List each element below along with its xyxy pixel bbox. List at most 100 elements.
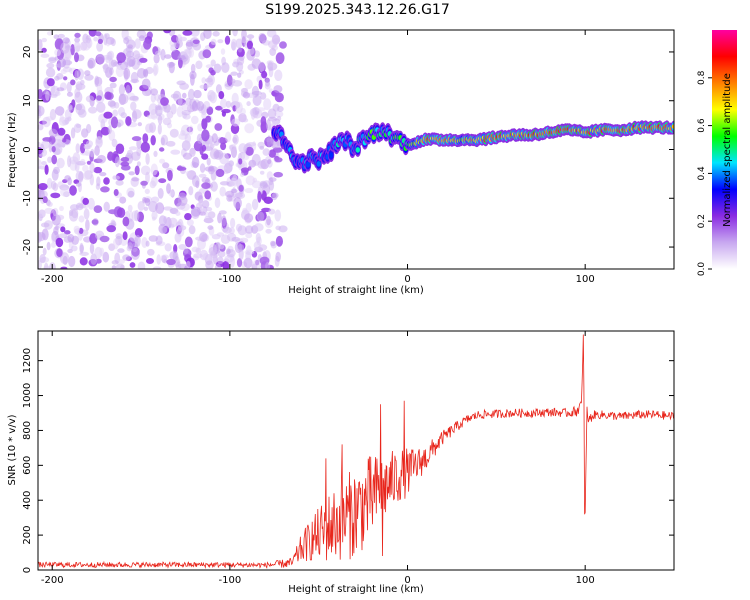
- spectrogram-noise-blob: [141, 78, 151, 90]
- spectrogram-noise-blob: [71, 245, 78, 252]
- colorbar-axes: 0.0 0.2 0.4 0.6 0.8: [697, 70, 712, 276]
- spectrogram-noise-blob: [71, 208, 79, 219]
- spectrogram-noise-blob: [219, 137, 225, 144]
- spectrogram-noise-blob: [177, 55, 187, 60]
- spectrogram-noise-blob: [203, 30, 212, 40]
- spectrogram-y-tick-label: 10: [22, 94, 33, 107]
- spectrogram-noise-blob: [162, 117, 172, 126]
- spectrogram-noise-blob: [251, 90, 262, 96]
- spectrogram-noise-blob: [157, 115, 163, 125]
- spectrogram-noise-blob: [166, 183, 171, 194]
- spectrogram-noise-blob: [80, 142, 86, 154]
- spectrogram-noise-blob: [155, 105, 163, 117]
- spectrogram-noise-blob: [257, 190, 262, 203]
- spectrogram-noise-blob: [151, 196, 160, 203]
- spectrogram-noise-blob: [143, 206, 149, 211]
- spectrogram-noise-blob: [210, 59, 216, 67]
- spectrogram-noise-blob: [116, 207, 126, 218]
- spectrogram-noise-blob: [150, 88, 159, 96]
- spectrogram-noise-blob: [228, 227, 235, 235]
- spectrogram-noise-blob: [69, 185, 77, 196]
- spectrogram-noise-blob: [220, 98, 227, 109]
- spectrogram-noise-blob: [143, 39, 152, 50]
- spectrogram-noise-blob: [169, 251, 178, 260]
- spectrogram-noise-blob: [215, 168, 225, 178]
- spectrogram-noise-blob: [235, 101, 243, 114]
- spectrogram-noise-blob: [214, 263, 222, 269]
- spectrogram-noise-blob: [189, 147, 196, 157]
- spectrogram-noise-blob: [38, 105, 45, 117]
- spectrogram-ridge-core: [328, 152, 334, 158]
- figure-title: S199.2025.343.12.26.G17: [265, 2, 450, 18]
- spectrogram-noise-blob: [246, 40, 253, 50]
- spectrogram-noise-blob: [55, 106, 65, 116]
- spectrogram-noise-blob: [184, 213, 192, 221]
- spectrogram-x-tick-label: 100: [576, 274, 595, 285]
- spectrogram-noise-blob: [187, 88, 195, 101]
- spectrogram-noise-blob: [161, 226, 168, 234]
- snr-x-tick-label: 0: [404, 575, 410, 586]
- spectrogram-noise-blob: [275, 235, 283, 247]
- spectrogram-noise-blob: [173, 244, 178, 254]
- spectrogram-noise-blob: [127, 190, 135, 198]
- spectrogram-noise-blob: [201, 111, 207, 120]
- spectrogram-noise-blob: [53, 34, 60, 39]
- spectrogram-noise-blob: [178, 244, 187, 250]
- spectrogram-noise-blob: [50, 180, 57, 190]
- spectrogram-noise-blob: [261, 70, 268, 79]
- spectrogram-noise-blob: [273, 85, 283, 94]
- snr-y-tick-label: 1000: [22, 383, 33, 408]
- spectrogram-x-axis-label: Height of straight line (km): [288, 285, 424, 296]
- spectrogram-noise-blob: [108, 58, 114, 71]
- spectrogram-noise-blob: [213, 149, 224, 160]
- spectrogram-noise-blob: [86, 123, 92, 134]
- spectrogram-noise-blob: [221, 111, 226, 117]
- spectrogram-noise-blob: [137, 122, 142, 127]
- spectrogram-noise-blob: [226, 248, 231, 255]
- spectrogram-noise-blob: [118, 84, 125, 96]
- spectrogram-noise-blob: [265, 228, 272, 234]
- spectrogram-noise-blob: [42, 247, 47, 256]
- spectrogram-y-axis-label: Frequency (Hz): [7, 112, 18, 188]
- spectrogram-noise-blob: [146, 114, 157, 119]
- spectrogram-x-tick-label: 0: [404, 274, 410, 285]
- snr-frame: [37, 330, 675, 571]
- spectrogram-noise-blob: [74, 161, 80, 173]
- spectrogram-noise-blob: [195, 60, 203, 70]
- spectrogram-noise-blob: [222, 260, 230, 269]
- spectrogram-noise-blob: [160, 97, 169, 106]
- spectrogram-noise-blob: [104, 91, 112, 100]
- spectrogram-noise-blob: [266, 135, 272, 148]
- spectrogram-noise-blob: [242, 118, 249, 123]
- spectrogram-noise-blob: [206, 138, 213, 151]
- spectrogram-noise-blob: [126, 56, 136, 67]
- spectrogram-noise-blob: [51, 241, 56, 248]
- spectrogram-noise-blob: [237, 72, 242, 78]
- spectrogram-noise-blob: [184, 133, 191, 144]
- spectrogram-noise-blob: [218, 210, 227, 215]
- spectrogram-noise-blob: [246, 34, 255, 39]
- spectrogram-noise-blob: [210, 38, 217, 46]
- spectrogram-noise-blob: [185, 170, 191, 177]
- spectrogram-noise-blob: [78, 215, 85, 223]
- spectrogram-noise-blob: [93, 205, 103, 214]
- spectrogram-noise-blob: [178, 57, 183, 69]
- spectrogram-noise-blob: [253, 241, 262, 250]
- spectrogram-noise-blob: [220, 48, 226, 55]
- spectrogram-noise-blob: [244, 79, 253, 90]
- spectrogram-noise-blob: [46, 31, 54, 36]
- spectrogram-noise-blob: [265, 261, 271, 269]
- spectrogram-noise-blob: [268, 208, 276, 215]
- spectrogram-noise-blob: [43, 265, 50, 269]
- spectrogram-noise-blob: [238, 158, 243, 165]
- spectrogram-noise-blob: [127, 204, 133, 212]
- spectrogram-noise-blob: [82, 171, 92, 181]
- spectrogram-noise-blob: [75, 143, 81, 154]
- spectrogram-noise-blob: [164, 54, 172, 59]
- spectrogram-noise-blob: [41, 228, 49, 241]
- spectrogram-noise-blob: [166, 258, 176, 266]
- spectrogram-noise-blob: [257, 141, 265, 149]
- spectrogram-noise-blob: [210, 69, 216, 76]
- spectrogram-noise-blob: [244, 187, 254, 194]
- spectrogram-noise-blob: [279, 41, 287, 49]
